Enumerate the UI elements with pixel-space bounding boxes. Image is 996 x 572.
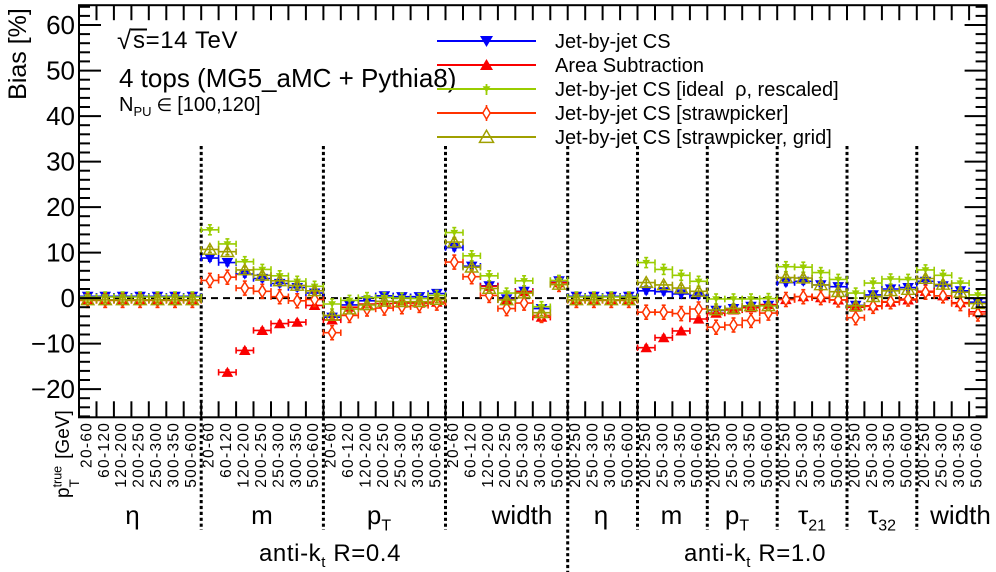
svg-text:200-250: 200-250: [637, 422, 654, 488]
svg-text:250-300: 250-300: [864, 422, 881, 488]
svg-text:300-350: 300-350: [742, 422, 759, 488]
svg-text:anti-kt R=0.4: anti-kt R=0.4: [259, 540, 401, 571]
svg-text:m: m: [661, 500, 683, 530]
svg-text:Jet-by-jet CS: Jet-by-jet CS: [555, 31, 671, 53]
svg-text:40: 40: [46, 101, 75, 131]
svg-text:60-120: 60-120: [340, 422, 357, 478]
svg-text:120-200: 120-200: [235, 422, 252, 488]
svg-text:300-350: 300-350: [410, 422, 427, 488]
svg-text:300-350: 300-350: [672, 422, 689, 488]
svg-text:500-600: 500-600: [305, 422, 322, 488]
svg-text:120-200: 120-200: [480, 422, 497, 488]
svg-text:250-300: 250-300: [515, 422, 532, 488]
svg-text:200-250: 200-250: [567, 422, 584, 488]
svg-text:250-300: 250-300: [934, 422, 951, 488]
svg-text:120-200: 120-200: [358, 422, 375, 488]
svg-text:30: 30: [46, 147, 75, 177]
svg-text:500-600: 500-600: [183, 422, 200, 488]
svg-text:500-600: 500-600: [619, 422, 636, 488]
svg-text:200-250: 200-250: [916, 422, 933, 488]
svg-text:300-350: 300-350: [811, 422, 828, 488]
svg-text:60: 60: [46, 10, 75, 40]
svg-text:200-250: 200-250: [375, 422, 392, 488]
svg-text:Area Subtraction: Area Subtraction: [555, 55, 704, 77]
svg-text:250-300: 250-300: [585, 422, 602, 488]
svg-text:250-300: 250-300: [654, 422, 671, 488]
svg-text:300-350: 300-350: [951, 422, 968, 488]
svg-text:m: m: [251, 500, 273, 530]
svg-text:300-350: 300-350: [602, 422, 619, 488]
svg-text:200-250: 200-250: [253, 422, 270, 488]
svg-text:500-600: 500-600: [427, 422, 444, 488]
svg-text:200-250: 200-250: [846, 422, 863, 488]
svg-text:200-250: 200-250: [777, 422, 794, 488]
svg-text:20-60: 20-60: [445, 422, 462, 468]
svg-text:Bias [%]: Bias [%]: [4, 8, 32, 100]
svg-text:Jet-by-jet CS [ideal ρ, resca: Jet-by-jet CS [ideal ρ, rescaled]: [555, 79, 839, 101]
svg-text:−20: −20: [31, 374, 75, 404]
svg-text:500-600: 500-600: [689, 422, 706, 488]
svg-text:500-600: 500-600: [899, 422, 916, 488]
svg-text:250-300: 250-300: [393, 422, 410, 488]
svg-text:50: 50: [46, 56, 75, 86]
svg-text:250-300: 250-300: [148, 422, 165, 488]
svg-text:60-120: 60-120: [462, 422, 479, 478]
svg-text:η: η: [125, 500, 139, 530]
svg-text:500-600: 500-600: [829, 422, 846, 488]
svg-text:200-250: 200-250: [131, 422, 148, 488]
svg-text:60-120: 60-120: [96, 422, 113, 478]
svg-text:20: 20: [46, 192, 75, 222]
svg-text:200-250: 200-250: [497, 422, 514, 488]
svg-text:20-60: 20-60: [78, 422, 95, 468]
svg-text:s=14 TeV: s=14 TeV: [133, 27, 238, 54]
svg-text:200-250: 200-250: [707, 422, 724, 488]
svg-text:√: √: [117, 25, 132, 55]
svg-text:4 tops (MG5_aMC + Pythia8): 4 tops (MG5_aMC + Pythia8): [119, 63, 456, 93]
svg-text:300-350: 300-350: [881, 422, 898, 488]
svg-text:10: 10: [46, 238, 75, 268]
svg-text:width: width: [491, 500, 553, 530]
svg-text:300-350: 300-350: [166, 422, 183, 488]
svg-text:20-60: 20-60: [323, 422, 340, 468]
svg-text:η: η: [594, 500, 608, 530]
svg-text:Jet-by-jet CS [strawpicker]: Jet-by-jet CS [strawpicker]: [555, 103, 788, 125]
svg-text:60-120: 60-120: [218, 422, 235, 478]
svg-text:120-200: 120-200: [113, 422, 130, 488]
svg-text:anti-kt R=1.0: anti-kt R=1.0: [684, 540, 826, 571]
svg-text:300-350: 300-350: [532, 422, 549, 488]
svg-text:500-600: 500-600: [759, 422, 776, 488]
svg-text:250-300: 250-300: [724, 422, 741, 488]
svg-text:250-300: 250-300: [270, 422, 287, 488]
svg-text:Jet-by-jet CS [strawpicker, gr: Jet-by-jet CS [strawpicker, grid]: [555, 127, 832, 149]
svg-text:pT: pT: [367, 500, 391, 535]
svg-text:20-60: 20-60: [201, 422, 218, 468]
svg-text:pT: pT: [725, 500, 749, 535]
svg-text:300-350: 300-350: [288, 422, 305, 488]
svg-text:−10: −10: [31, 329, 75, 359]
svg-text:500-600: 500-600: [550, 422, 567, 488]
svg-text:250-300: 250-300: [794, 422, 811, 488]
svg-text:500-600: 500-600: [969, 422, 986, 488]
svg-text:width: width: [929, 500, 991, 530]
svg-text:0: 0: [61, 283, 75, 313]
